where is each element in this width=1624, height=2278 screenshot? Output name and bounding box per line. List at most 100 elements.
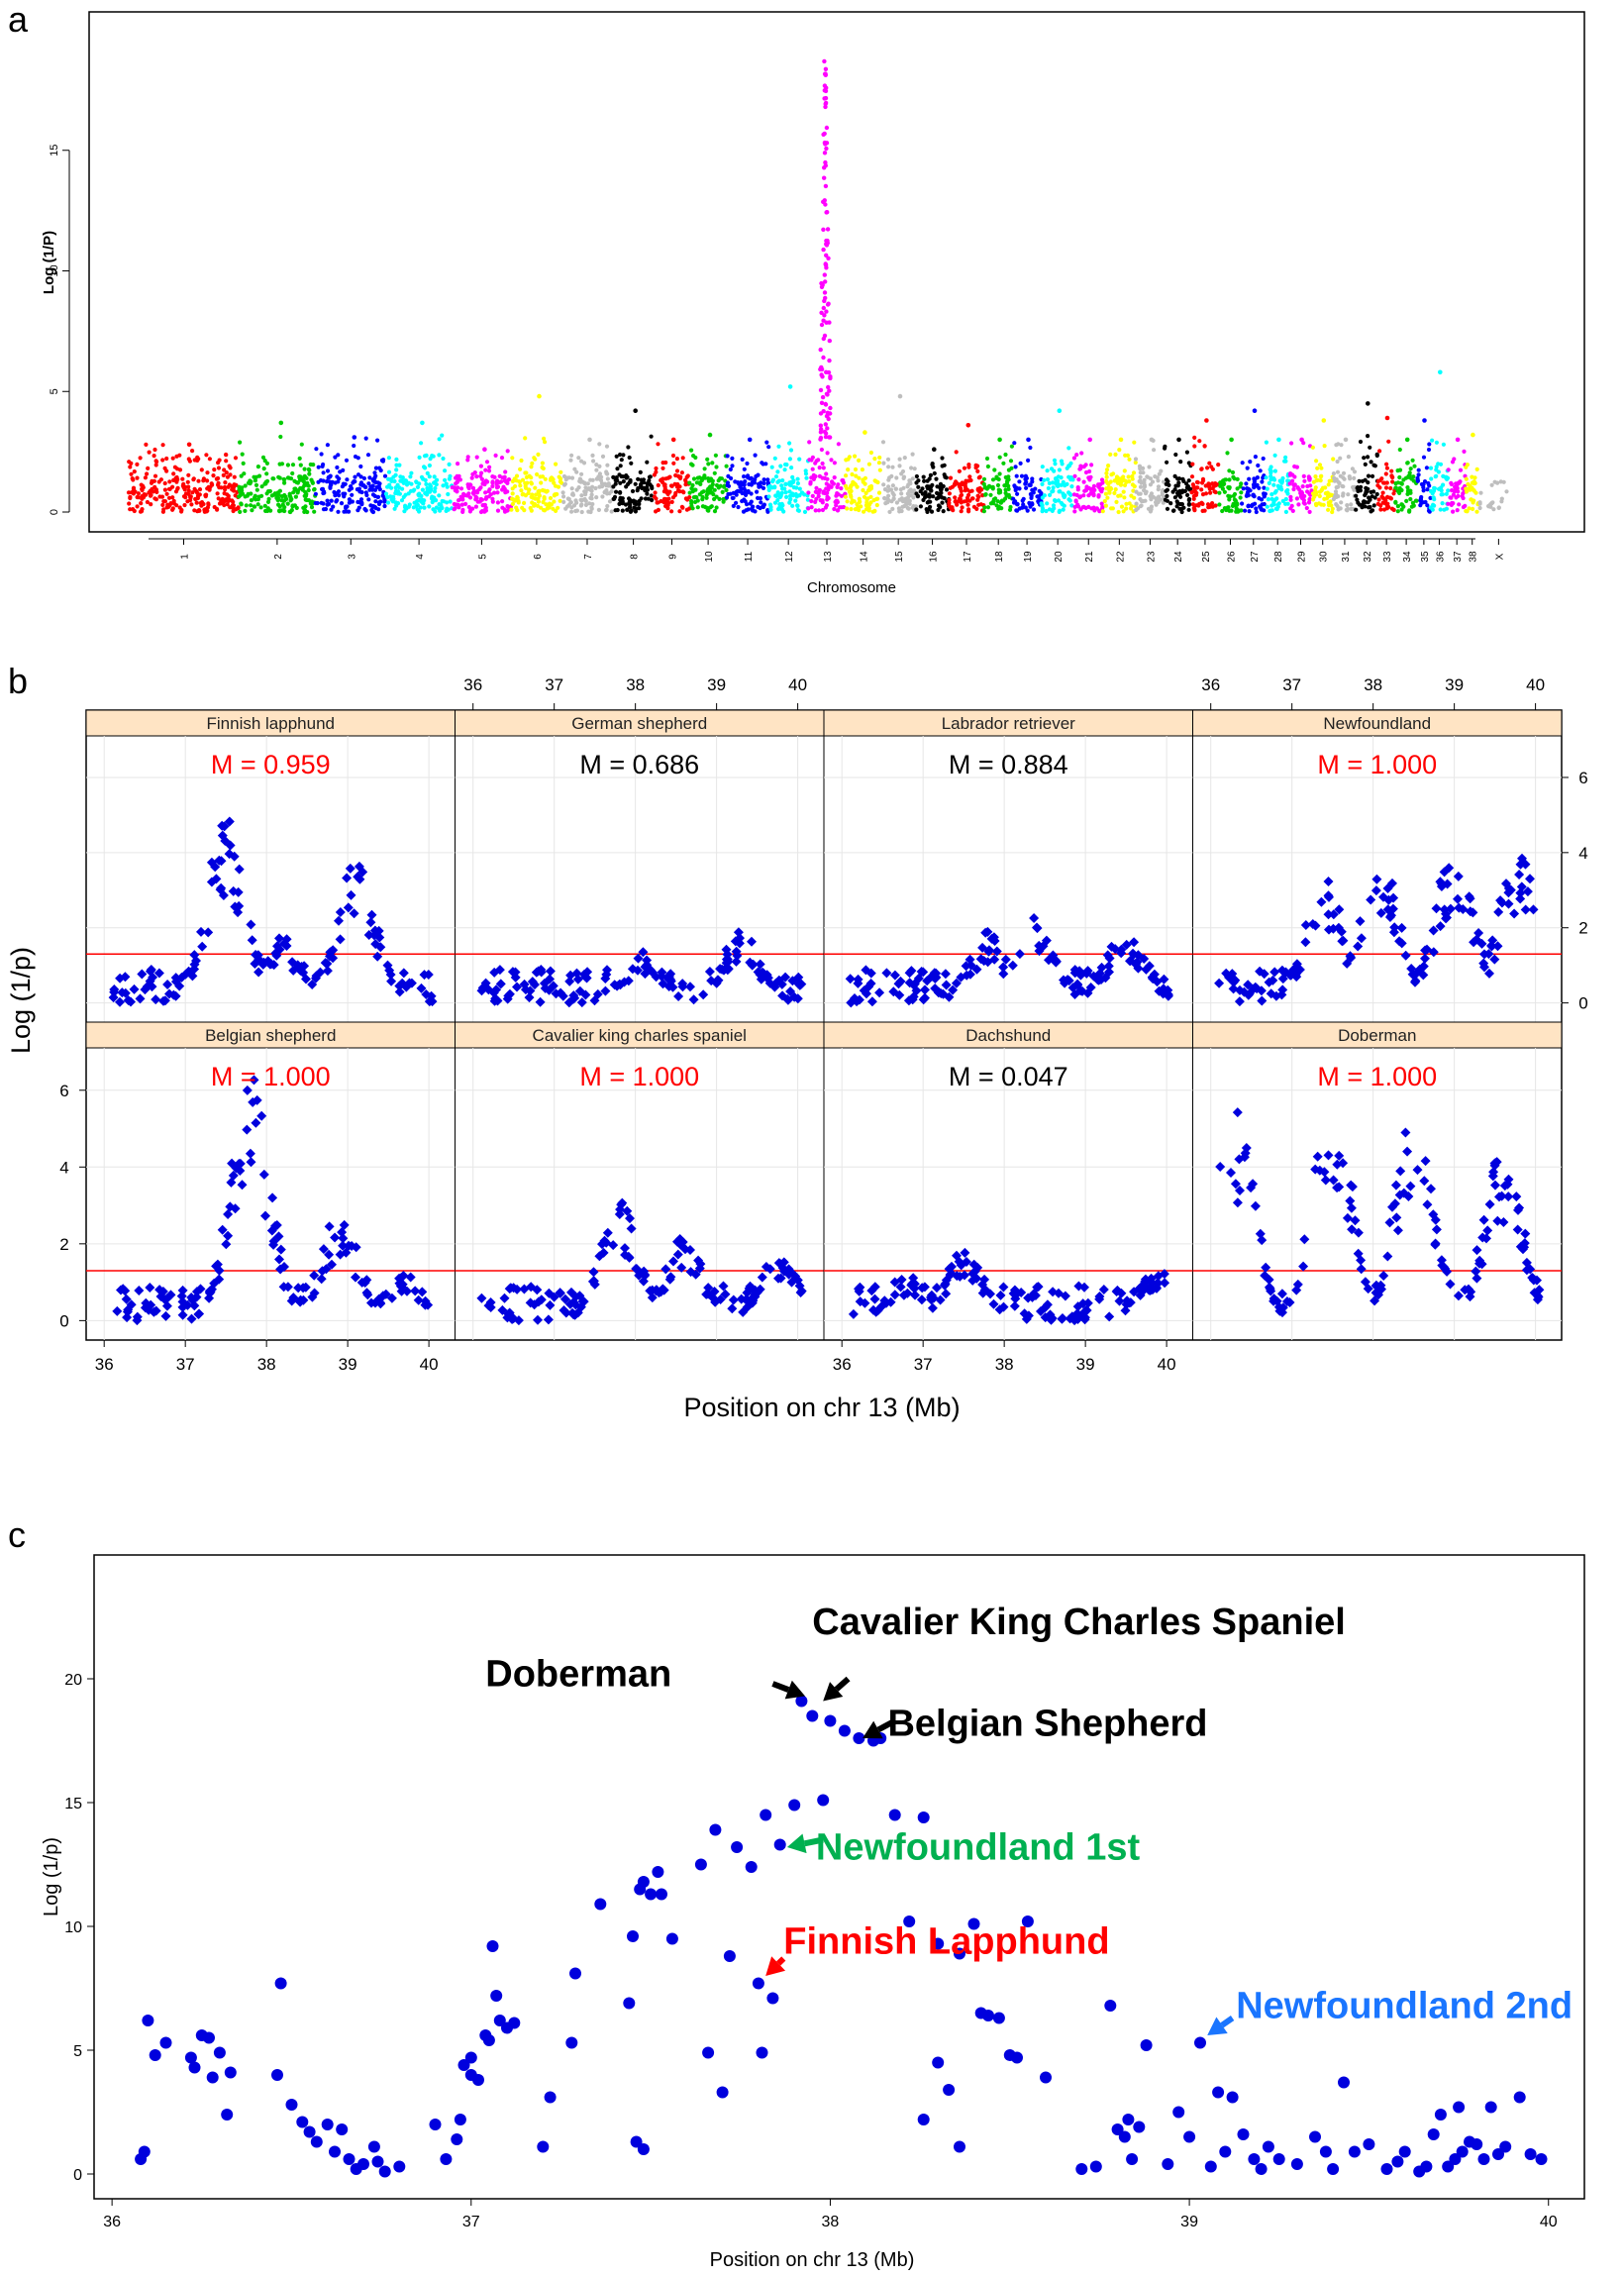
manhattan-point xyxy=(299,477,304,482)
breed-point xyxy=(1029,913,1040,923)
manhattan-point xyxy=(1044,508,1049,514)
manhattan-point xyxy=(1319,466,1324,470)
manhattan-point xyxy=(355,472,361,477)
manhattan-point xyxy=(1173,452,1178,458)
manhattan-point xyxy=(934,476,939,481)
m-value-label: M = 1.000 xyxy=(1317,1062,1437,1091)
manhattan-y-label: Log (1/P) xyxy=(41,231,57,294)
manhattan-point xyxy=(370,509,376,515)
manhattan-point xyxy=(975,487,980,492)
manhattan-point xyxy=(266,496,271,501)
manhattan-point xyxy=(856,505,861,510)
manhattan-point xyxy=(1134,489,1139,494)
manhattan-point xyxy=(659,498,663,504)
manhattan-point xyxy=(633,509,639,514)
breed-point xyxy=(941,1289,952,1299)
manhattan-point xyxy=(1017,479,1022,484)
breed-point xyxy=(1299,1234,1310,1245)
manhattan-point xyxy=(240,452,245,457)
manhattan-point xyxy=(654,496,659,501)
breed-point xyxy=(510,967,521,978)
manhattan-point xyxy=(793,498,798,503)
manhattan-point xyxy=(277,504,282,509)
breed-point xyxy=(1501,879,1511,889)
regional-y-label: Log (1/p) xyxy=(41,1837,62,1916)
manhattan-x-tick-label: 22 xyxy=(1115,551,1126,563)
manhattan-point xyxy=(231,508,236,514)
breed-point xyxy=(338,1240,349,1251)
breed-point xyxy=(137,969,148,980)
manhattan-peak-point xyxy=(827,338,832,344)
manhattan-point xyxy=(1504,489,1509,494)
manhattan-point xyxy=(739,480,744,485)
manhattan-point xyxy=(399,498,405,503)
breed-point xyxy=(230,1203,241,1214)
manhattan-point xyxy=(424,481,429,486)
breed-point xyxy=(248,1096,258,1107)
manhattan-point xyxy=(503,490,508,495)
breed-point xyxy=(1428,925,1439,936)
breed-point xyxy=(685,1267,696,1278)
breed-point xyxy=(1336,926,1347,937)
manhattan-point xyxy=(1057,467,1062,472)
manhattan-peak-point xyxy=(823,104,828,110)
manhattan-point xyxy=(1424,466,1429,470)
regional-point xyxy=(367,2140,380,2153)
manhattan-point xyxy=(611,484,616,489)
manhattan-x-tick-label: 27 xyxy=(1250,551,1261,563)
manhattan-point xyxy=(656,507,661,513)
breed-point xyxy=(1439,904,1450,915)
breed-point xyxy=(1479,962,1489,973)
manhattan-point xyxy=(128,465,133,469)
breed-point xyxy=(1346,953,1357,963)
manhattan-point xyxy=(568,500,573,505)
breed-point xyxy=(1159,1269,1169,1280)
manhattan-point xyxy=(875,479,880,485)
breed-point xyxy=(194,1308,205,1319)
manhattan-point xyxy=(775,498,780,503)
trellis-x-tick-label: 38 xyxy=(626,675,645,694)
manhattan-point xyxy=(568,458,573,463)
manhattan-point xyxy=(836,482,841,487)
manhattan-point xyxy=(863,503,869,508)
manhattan-point xyxy=(1246,503,1251,508)
breed-point xyxy=(769,982,780,992)
manhattan-point xyxy=(787,457,793,462)
manhattan-point xyxy=(1250,502,1256,507)
manhattan-point xyxy=(1266,497,1270,502)
manhattan-point xyxy=(1299,490,1305,496)
breed-point xyxy=(1104,1311,1115,1322)
manhattan-point xyxy=(1377,478,1382,483)
breed-point xyxy=(926,1292,936,1302)
manhattan-x-tick-label: 23 xyxy=(1146,551,1157,563)
manhattan-point xyxy=(499,456,505,461)
manhattan-point xyxy=(136,491,141,496)
breed-point xyxy=(711,978,722,988)
manhattan-point xyxy=(795,508,801,513)
manhattan-point xyxy=(282,477,287,482)
manhattan-point xyxy=(244,503,249,508)
manhattan-point xyxy=(1168,501,1173,506)
breed-point xyxy=(889,1290,900,1300)
breed-point xyxy=(155,1292,166,1301)
manhattan-point xyxy=(918,489,923,494)
breed-point xyxy=(1151,1283,1162,1293)
manhattan-peak-point xyxy=(822,298,827,304)
breed-point xyxy=(211,874,222,884)
breed-point xyxy=(1503,898,1514,909)
manhattan-point xyxy=(403,503,408,508)
breed-point xyxy=(234,1159,245,1169)
manhattan-point xyxy=(789,479,794,484)
breed-point xyxy=(1014,949,1025,960)
breed-point xyxy=(701,1289,712,1299)
manhattan-peak-point xyxy=(824,391,830,396)
breed-point xyxy=(1472,1273,1482,1284)
manhattan-point xyxy=(720,489,725,494)
manhattan-point xyxy=(940,456,945,461)
manhattan-point xyxy=(358,497,364,502)
manhattan-point xyxy=(845,506,850,511)
manhattan-point xyxy=(1317,493,1322,499)
manhattan-point xyxy=(1199,466,1204,471)
manhattan-point xyxy=(1139,503,1144,508)
manhattan-point xyxy=(1185,492,1190,497)
